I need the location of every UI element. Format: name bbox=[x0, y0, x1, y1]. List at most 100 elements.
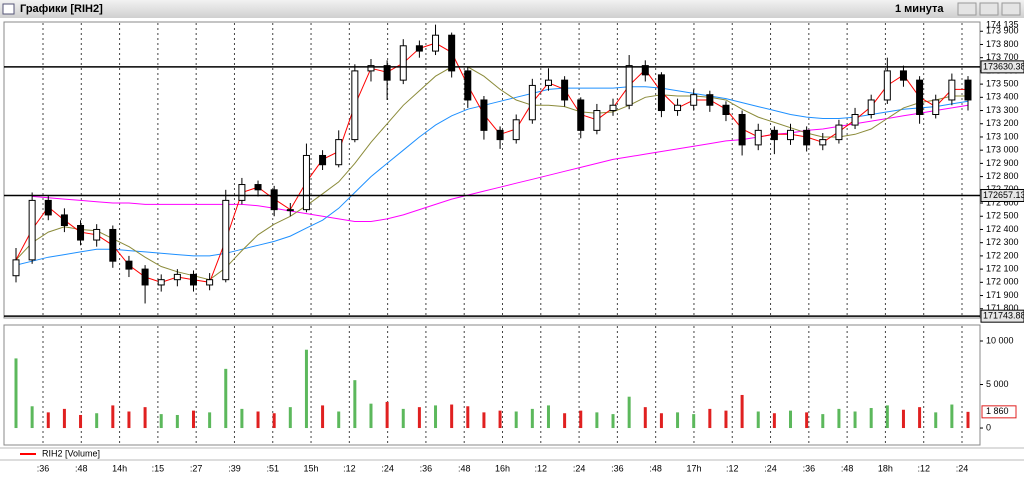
legend-label: RIH2 [Volume] bbox=[42, 448, 100, 458]
moving-average bbox=[32, 104, 969, 222]
y-tick-label: 173 500 bbox=[986, 78, 1019, 88]
candle-body bbox=[367, 65, 375, 72]
candle-body bbox=[609, 104, 617, 112]
x-tick-label: 15h bbox=[304, 463, 319, 473]
y-tick-label: 173 200 bbox=[986, 118, 1019, 128]
x-tick-label: :15 bbox=[152, 463, 165, 473]
volume-bar bbox=[950, 404, 954, 429]
level-label-box bbox=[980, 188, 1024, 202]
candle-body bbox=[722, 104, 730, 115]
volume-bar bbox=[46, 412, 50, 429]
volume-bar bbox=[530, 408, 534, 429]
x-tick-label: :48 bbox=[458, 463, 471, 473]
candle-body bbox=[544, 79, 552, 86]
maximize-button[interactable] bbox=[979, 2, 999, 16]
volume-bar bbox=[466, 406, 470, 429]
candle-body bbox=[448, 34, 456, 72]
candle-body bbox=[512, 119, 520, 141]
candle-body bbox=[351, 70, 359, 141]
level-label: 171743.88 bbox=[983, 311, 1024, 321]
volume-bar bbox=[611, 414, 615, 429]
candle-body bbox=[270, 189, 278, 211]
x-tick-label: :51 bbox=[266, 463, 279, 473]
candle-body bbox=[302, 154, 310, 211]
window-buttons[interactable] bbox=[957, 2, 1021, 16]
y-tick-label: 173 800 bbox=[986, 39, 1019, 49]
candle-body bbox=[141, 268, 149, 286]
x-tick-label: :48 bbox=[75, 463, 88, 473]
candle-body bbox=[964, 79, 972, 101]
volume-bar bbox=[159, 414, 163, 429]
volume-bar bbox=[579, 410, 583, 429]
volume-bar bbox=[918, 407, 922, 429]
candle-body bbox=[528, 84, 536, 121]
chart-area bbox=[0, 18, 1024, 478]
x-tick-label: :39 bbox=[228, 463, 241, 473]
level-label: 173630.38 bbox=[983, 61, 1024, 71]
candle-body bbox=[189, 273, 197, 286]
y-tick-label: 173 000 bbox=[986, 145, 1019, 155]
candle-body bbox=[125, 260, 133, 270]
volume-bar bbox=[627, 396, 631, 429]
x-tick-label: :36 bbox=[420, 463, 433, 473]
candle-body bbox=[883, 70, 891, 101]
volume-bar bbox=[901, 409, 905, 429]
volume-bar bbox=[482, 412, 486, 429]
y-tick-label: 0 bbox=[986, 422, 991, 432]
candle-body bbox=[93, 228, 101, 241]
candle-body bbox=[674, 104, 682, 112]
candle-body bbox=[577, 99, 585, 131]
volume-bar bbox=[756, 411, 760, 429]
candle-body bbox=[157, 279, 165, 286]
level-label-box bbox=[980, 309, 1024, 323]
volume-bar bbox=[805, 412, 809, 429]
volume-bar bbox=[95, 413, 99, 429]
candle-body bbox=[899, 70, 907, 81]
volume-bar bbox=[369, 403, 373, 429]
x-tick-label: :12 bbox=[726, 463, 739, 473]
candle-body bbox=[690, 94, 698, 106]
y-tick-label: 173 700 bbox=[986, 52, 1019, 62]
x-tick-label: 14h bbox=[112, 463, 127, 473]
candle-body bbox=[706, 94, 714, 106]
volume-bar bbox=[175, 414, 179, 429]
candle-body bbox=[383, 65, 391, 81]
y-tick-label: 173 900 bbox=[986, 26, 1019, 36]
volume-bar bbox=[385, 401, 389, 429]
x-tick-label: :48 bbox=[649, 463, 662, 473]
volume-bar bbox=[208, 412, 212, 429]
candle-body bbox=[77, 225, 85, 241]
volume-bar bbox=[79, 414, 83, 429]
volume-bar bbox=[224, 368, 228, 429]
candle-body bbox=[12, 259, 20, 277]
volume-bar bbox=[869, 408, 873, 429]
candle-body bbox=[593, 110, 601, 131]
volume-bar bbox=[127, 411, 131, 429]
x-tick-label: :48 bbox=[841, 463, 854, 473]
x-tick-label: :36 bbox=[37, 463, 50, 473]
candle-body bbox=[754, 129, 762, 146]
y-tick-label: 173 100 bbox=[986, 131, 1019, 141]
volume-bar bbox=[546, 405, 550, 429]
y-tick-label: 5 000 bbox=[986, 379, 1009, 389]
volume-bar bbox=[111, 405, 115, 429]
x-tick-label: :24 bbox=[956, 463, 969, 473]
minimize-button[interactable] bbox=[957, 2, 977, 16]
candle-body bbox=[738, 114, 746, 146]
close-button[interactable] bbox=[1001, 2, 1021, 16]
candle-body bbox=[415, 45, 423, 52]
candle-body bbox=[432, 34, 440, 52]
y-tick-label: 173 400 bbox=[986, 92, 1019, 102]
volume-bar bbox=[708, 408, 712, 429]
candle-body bbox=[222, 199, 230, 281]
x-tick-label: :12 bbox=[535, 463, 548, 473]
candle-body bbox=[496, 129, 504, 141]
candle-body bbox=[60, 214, 68, 227]
candle-body bbox=[335, 139, 343, 166]
x-tick-label: 17h bbox=[686, 463, 701, 473]
volume-bar bbox=[514, 411, 518, 429]
x-tick-label: :24 bbox=[381, 463, 394, 473]
candle-body bbox=[625, 65, 633, 106]
candle-body bbox=[787, 129, 795, 141]
